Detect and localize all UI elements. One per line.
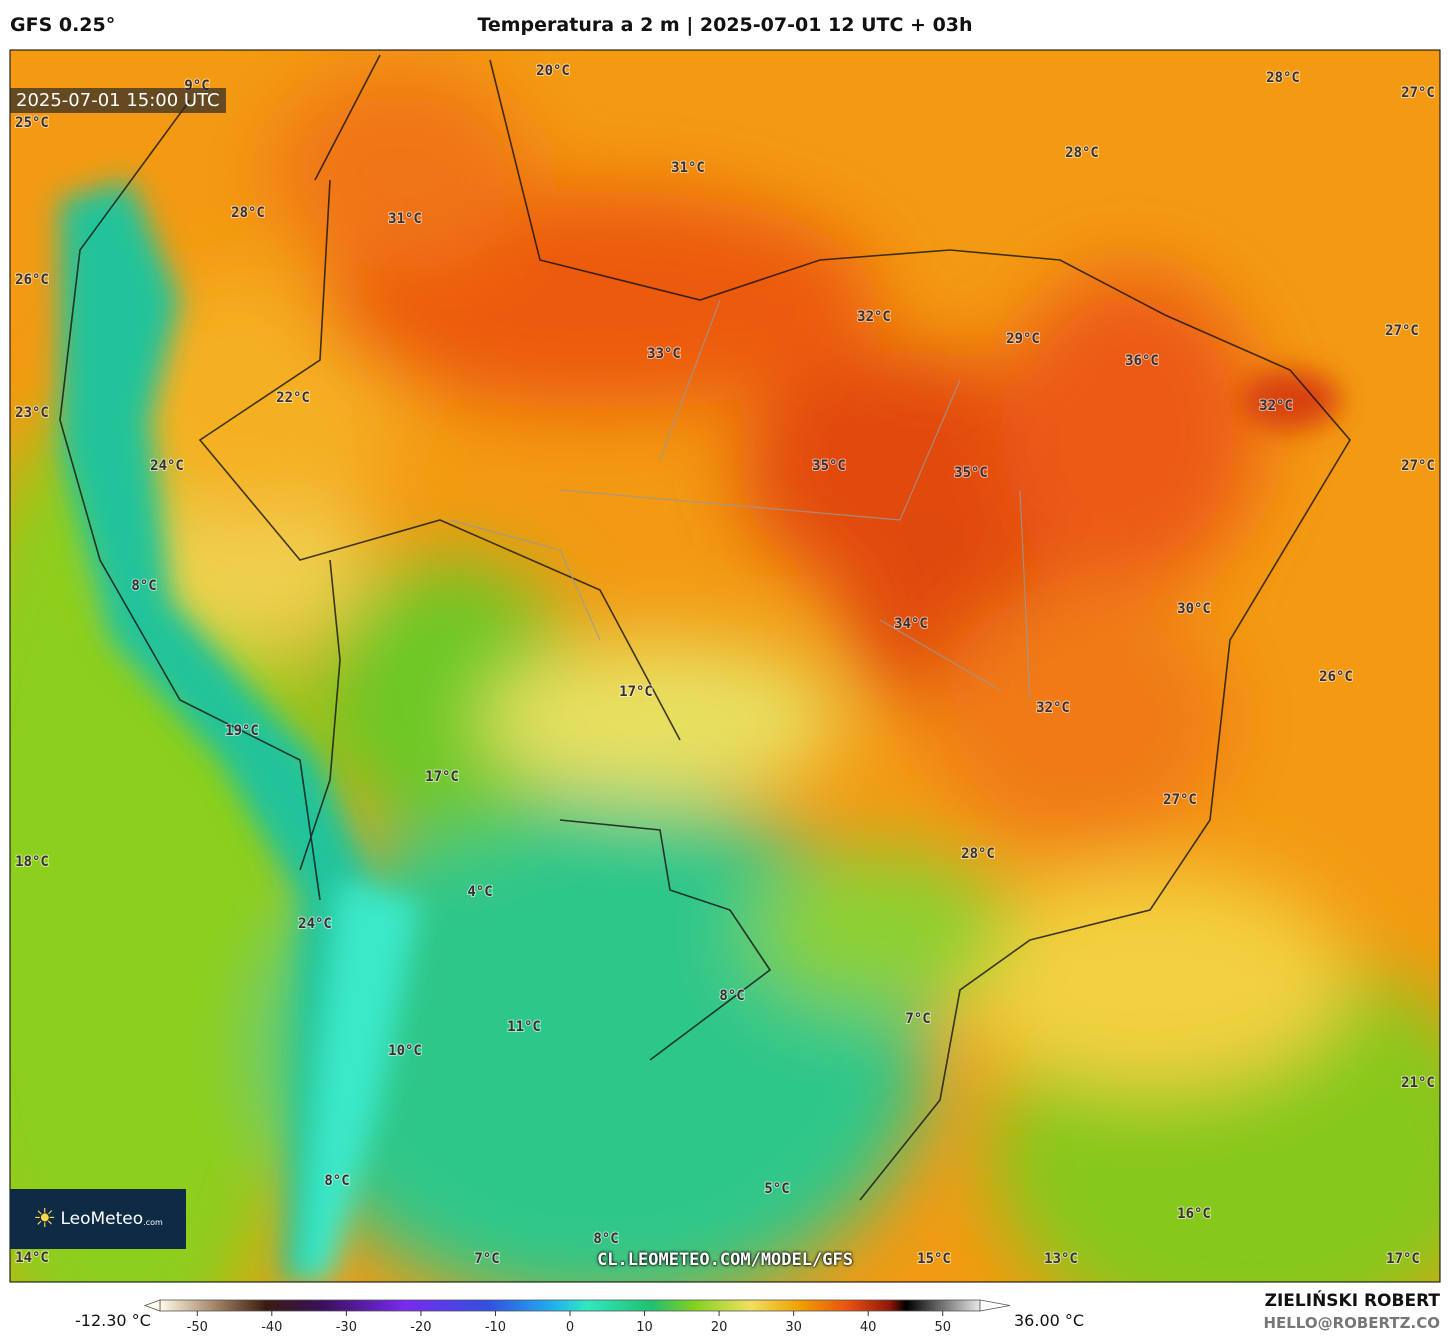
temperature-label: 8°C: [131, 578, 156, 594]
colorbar-tick-label: 50: [934, 1320, 951, 1335]
temperature-label: 30°C: [1177, 601, 1211, 617]
temperature-label: 14°C: [15, 1250, 49, 1266]
temperature-label: 31°C: [671, 160, 705, 176]
temperature-label: 27°C: [1163, 792, 1197, 808]
temperature-label: 32°C: [1259, 398, 1293, 414]
logo-suffix: .com: [143, 1217, 163, 1227]
temperature-label: 32°C: [857, 309, 891, 325]
colorbar-tick-label: 40: [860, 1320, 877, 1335]
colorbar-tick-label: -20: [410, 1320, 431, 1335]
temperature-label: 18°C: [15, 854, 49, 870]
colorbar-tick-label: 0: [566, 1320, 574, 1335]
temperature-label: 26°C: [1319, 669, 1353, 685]
temperature-label: 28°C: [231, 205, 265, 221]
temperature-label: 17°C: [619, 684, 653, 700]
temperature-label: 28°C: [1065, 145, 1099, 161]
temperature-label: 17°C: [1386, 1251, 1420, 1267]
temperature-label: 26°C: [15, 272, 49, 288]
temperature-label: 34°C: [894, 616, 928, 632]
colorbar-tick-label: -40: [261, 1320, 282, 1335]
logo-name: LeoMeteo: [60, 1209, 144, 1229]
colorbar-min: -12.30 °C: [75, 1311, 151, 1330]
temperature-label: 29°C: [1006, 331, 1040, 347]
temperature-label: 8°C: [324, 1173, 349, 1189]
colorbar-max: 36.00 °C: [1014, 1311, 1085, 1330]
temperature-label: 32°C: [1036, 700, 1070, 716]
colorbar-tick-label: 10: [636, 1320, 653, 1335]
temperature-label: 23°C: [15, 405, 49, 421]
temperature-label: 35°C: [812, 458, 846, 474]
temperature-label: 15°C: [917, 1251, 951, 1267]
temperature-label: 19°C: [225, 723, 259, 739]
temperature-label: 13°C: [1044, 1251, 1078, 1267]
temperature-label: 33°C: [647, 346, 681, 362]
colorbar-tick-label: 30: [785, 1320, 802, 1335]
temperature-label: 17°C: [425, 769, 459, 785]
temperature-label: 22°C: [276, 390, 310, 406]
temperature-label: 27°C: [1401, 458, 1435, 474]
author: ZIELIŃSKI ROBERT: [1264, 1291, 1440, 1311]
colorbar-tick-label: 20: [711, 1320, 728, 1335]
temperature-label: 35°C: [954, 465, 988, 481]
title: Temperatura a 2 m | 2025-07-01 12 UTC + …: [477, 14, 973, 36]
temperature-label: 16°C: [1177, 1206, 1211, 1222]
temperature-label: 4°C: [467, 884, 492, 900]
temperature-label: 36°C: [1125, 353, 1159, 369]
colorbar-tick-label: -50: [187, 1320, 208, 1335]
email: HELLO@ROBERTZ.CO: [1263, 1314, 1440, 1332]
temperature-label: 28°C: [961, 846, 995, 862]
colorbar-arrow: [979, 1299, 1011, 1312]
temperature-label: 10°C: [388, 1043, 422, 1059]
borders: [59, 54, 1351, 1201]
temperature-label: 31°C: [388, 211, 422, 227]
colorbar-tick-label: -30: [336, 1320, 357, 1335]
temperature-label: 25°C: [15, 115, 49, 131]
temperature-label: 21°C: [1401, 1075, 1435, 1091]
colorbar-ticks: -50 -40 -30 -20 -10 0 10 20 30 40 50: [187, 1311, 951, 1335]
temperature-label: 8°C: [719, 988, 744, 1004]
temperature-label: 24°C: [150, 458, 184, 474]
url: CL.LEOMETEO.COM/MODEL/GFS: [597, 1250, 853, 1270]
temperature-label: 27°C: [1385, 323, 1419, 339]
temperature-label: 28°C: [1266, 70, 1300, 86]
temperature-label: 27°C: [1401, 85, 1435, 101]
map-frame: [9, 49, 1441, 1283]
model-name: GFS 0.25°: [10, 14, 116, 36]
temperature-labels: 20°C 28°C27°C9°C25°C28°C31°C28°C 31°C26°C3…: [14, 62, 1436, 1268]
colorbar-tick-label: -10: [485, 1320, 506, 1335]
temperature-label: 5°C: [764, 1181, 789, 1197]
temperature-label: 11°C: [507, 1019, 541, 1035]
temperature-label: 24°C: [298, 916, 332, 932]
colorbar: [159, 1299, 981, 1312]
colorbar-arrow: [143, 1299, 161, 1312]
temperature-label: 8°C: [593, 1231, 618, 1247]
valid-time: 2025-07-01 15:00 UTC: [10, 88, 226, 113]
temperature-field: [10, 50, 1440, 1282]
logo: ☀ LeoMeteo .com: [10, 1189, 186, 1249]
temperature-label: 7°C: [905, 1011, 930, 1027]
temperature-label: 20°C: [536, 63, 570, 79]
temperature-label: 7°C: [474, 1251, 499, 1267]
state-borders: [449, 299, 1031, 701]
